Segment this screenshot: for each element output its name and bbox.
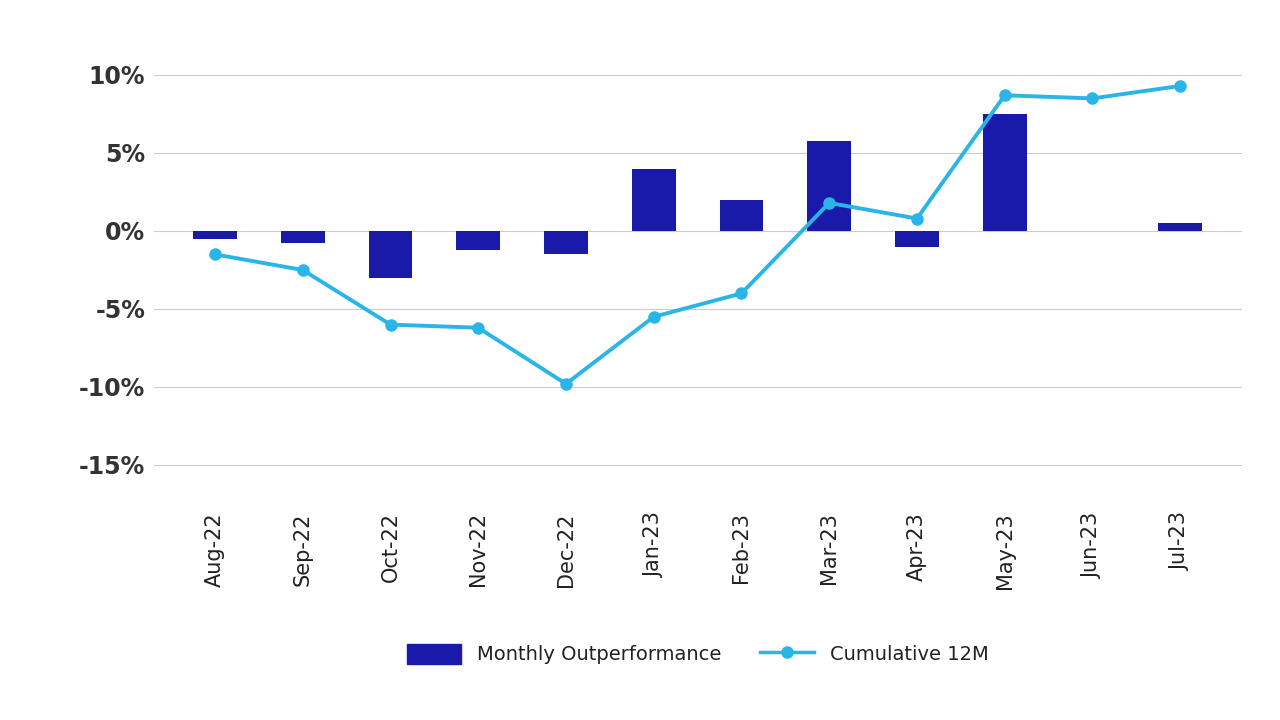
Bar [280,231,325,243]
Bar [1158,223,1202,231]
Cumulative 12M [646,312,662,321]
Cumulative 12M [997,91,1012,99]
Bar [456,231,500,250]
Bar [632,168,676,231]
Bar [808,140,851,231]
Cumulative 12M [822,199,837,207]
Bar [719,199,763,231]
Cumulative 12M [1172,81,1188,90]
Cumulative 12M [733,289,749,298]
Line: Cumulative 12M: Cumulative 12M [210,81,1185,390]
Cumulative 12M [207,250,223,258]
Cumulative 12M [296,266,311,274]
Legend: Monthly Outperformance, Cumulative 12M: Monthly Outperformance, Cumulative 12M [399,636,996,672]
Cumulative 12M [1084,94,1100,103]
Cumulative 12M [471,323,486,332]
Bar [369,231,412,278]
Cumulative 12M [383,320,398,329]
Cumulative 12M [558,379,573,388]
Bar [983,114,1027,231]
Cumulative 12M [909,215,924,223]
Bar [544,231,588,254]
Bar [895,231,940,246]
Bar [193,231,237,239]
